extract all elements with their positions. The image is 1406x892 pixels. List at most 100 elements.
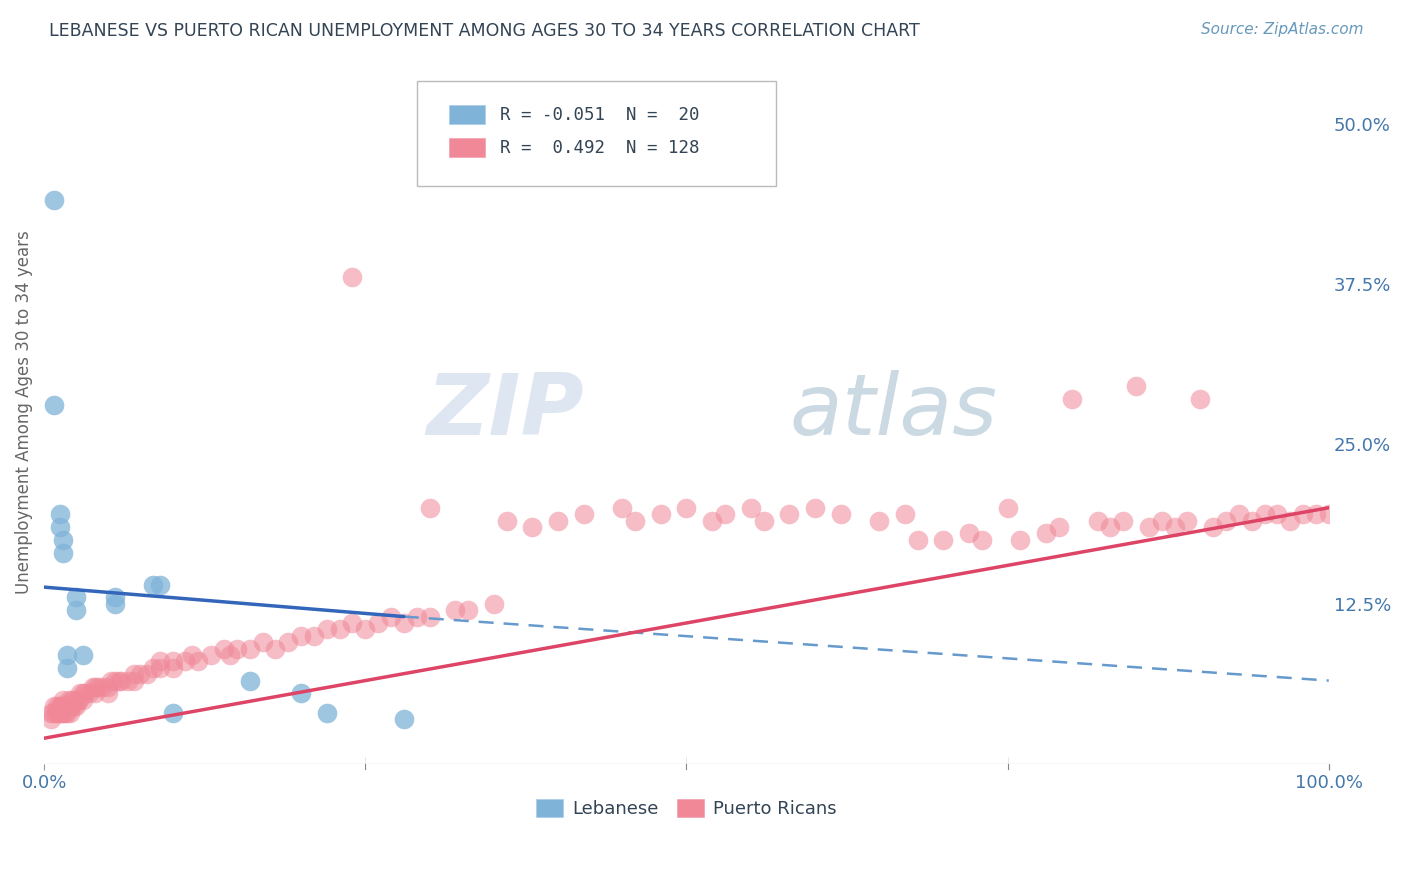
Point [675, 500, 697, 515]
Point [1099, 520, 1122, 534]
Point [290, 686, 312, 700]
Point [45, 706, 67, 720]
Text: ZIP: ZIP [426, 370, 583, 453]
Point [315, 706, 337, 720]
Point [51, 699, 73, 714]
Point [1317, 507, 1340, 521]
Point [104, 591, 127, 605]
Point [1047, 520, 1070, 534]
Point [97, 680, 120, 694]
Point [44, 194, 66, 208]
Point [367, 615, 389, 630]
Point [65, 591, 87, 605]
Point [60, 693, 83, 707]
Point [342, 270, 364, 285]
Point [162, 654, 184, 668]
Text: LEBANESE VS PUERTO RICAN UNEMPLOYMENT AMONG AGES 30 TO 34 YEARS CORRELATION CHAR: LEBANESE VS PUERTO RICAN UNEMPLOYMENT AM… [49, 22, 920, 40]
Point [100, 673, 122, 688]
Point [122, 667, 145, 681]
Point [135, 667, 157, 681]
Point [547, 514, 569, 528]
Point [72, 648, 94, 662]
Point [405, 609, 427, 624]
Point [39, 706, 62, 720]
Point [1189, 392, 1212, 406]
Point [212, 641, 235, 656]
Point [142, 661, 165, 675]
Point [252, 635, 274, 649]
Point [1150, 514, 1173, 528]
Point [62, 699, 84, 714]
Point [315, 623, 337, 637]
Point [66, 693, 89, 707]
Point [219, 648, 242, 662]
Point [48, 507, 70, 521]
Point [1035, 526, 1057, 541]
Point [868, 514, 890, 528]
Point [97, 686, 120, 700]
Point [84, 680, 107, 694]
Point [75, 686, 97, 700]
Point [1253, 507, 1275, 521]
Point [49, 706, 72, 720]
Point [957, 526, 980, 541]
Point [482, 597, 505, 611]
Point [700, 514, 723, 528]
Point [970, 533, 993, 547]
Point [63, 693, 86, 707]
Point [187, 654, 209, 668]
Point [129, 667, 152, 681]
Point [122, 673, 145, 688]
Point [1163, 520, 1185, 534]
Point [1292, 507, 1315, 521]
Point [42, 706, 65, 720]
Point [804, 500, 827, 515]
Point [200, 648, 222, 662]
Point [56, 661, 79, 675]
Point [1215, 514, 1237, 528]
Point [239, 641, 262, 656]
Point [392, 712, 415, 726]
Point [59, 706, 82, 720]
Point [46, 699, 69, 714]
Point [39, 712, 62, 726]
Point [907, 533, 929, 547]
Point [1060, 392, 1083, 406]
Point [48, 706, 70, 720]
Point [48, 520, 70, 534]
Point [418, 500, 440, 515]
Point [1227, 507, 1250, 521]
Point [1010, 533, 1032, 547]
Point [1125, 379, 1147, 393]
Point [264, 641, 287, 656]
Point [149, 654, 172, 668]
Point [142, 577, 165, 591]
Point [752, 514, 775, 528]
Point [72, 686, 94, 700]
Point [290, 629, 312, 643]
Point [55, 699, 77, 714]
Point [52, 699, 75, 714]
Point [149, 661, 172, 675]
Point [77, 686, 100, 700]
Point [90, 680, 112, 694]
Point [894, 507, 917, 521]
Point [48, 699, 70, 714]
Point [49, 699, 72, 714]
Y-axis label: Unemployment Among Ages 30 to 34 years: Unemployment Among Ages 30 to 34 years [15, 230, 32, 593]
Point [107, 673, 129, 688]
Point [65, 699, 87, 714]
Point [329, 623, 352, 637]
Point [1267, 507, 1289, 521]
Point [1240, 514, 1263, 528]
Point [69, 686, 91, 700]
Point [52, 533, 75, 547]
Point [44, 398, 66, 412]
Point [162, 706, 184, 720]
FancyBboxPatch shape [449, 137, 485, 158]
Point [457, 603, 479, 617]
Point [1177, 514, 1199, 528]
Point [56, 706, 79, 720]
Point [117, 673, 139, 688]
Text: R =  0.492  N = 128: R = 0.492 N = 128 [501, 138, 700, 157]
